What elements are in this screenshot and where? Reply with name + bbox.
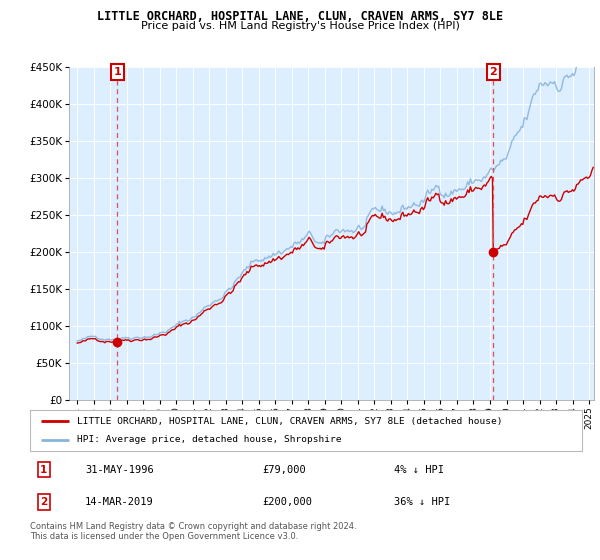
Text: LITTLE ORCHARD, HOSPITAL LANE, CLUN, CRAVEN ARMS, SY7 8LE (detached house): LITTLE ORCHARD, HOSPITAL LANE, CLUN, CRA… [77, 417, 502, 426]
Text: 2: 2 [490, 67, 497, 77]
Text: 1: 1 [40, 465, 47, 475]
Text: £79,000: £79,000 [262, 465, 305, 475]
Text: 1: 1 [113, 67, 121, 77]
Text: £200,000: £200,000 [262, 497, 312, 507]
Text: 2: 2 [40, 497, 47, 507]
Text: 36% ↓ HPI: 36% ↓ HPI [394, 497, 451, 507]
Text: HPI: Average price, detached house, Shropshire: HPI: Average price, detached house, Shro… [77, 436, 341, 445]
Text: LITTLE ORCHARD, HOSPITAL LANE, CLUN, CRAVEN ARMS, SY7 8LE: LITTLE ORCHARD, HOSPITAL LANE, CLUN, CRA… [97, 10, 503, 23]
Text: 31-MAY-1996: 31-MAY-1996 [85, 465, 154, 475]
Text: 14-MAR-2019: 14-MAR-2019 [85, 497, 154, 507]
Text: Contains HM Land Registry data © Crown copyright and database right 2024.
This d: Contains HM Land Registry data © Crown c… [30, 522, 356, 542]
Text: 4% ↓ HPI: 4% ↓ HPI [394, 465, 445, 475]
Text: Price paid vs. HM Land Registry's House Price Index (HPI): Price paid vs. HM Land Registry's House … [140, 21, 460, 31]
